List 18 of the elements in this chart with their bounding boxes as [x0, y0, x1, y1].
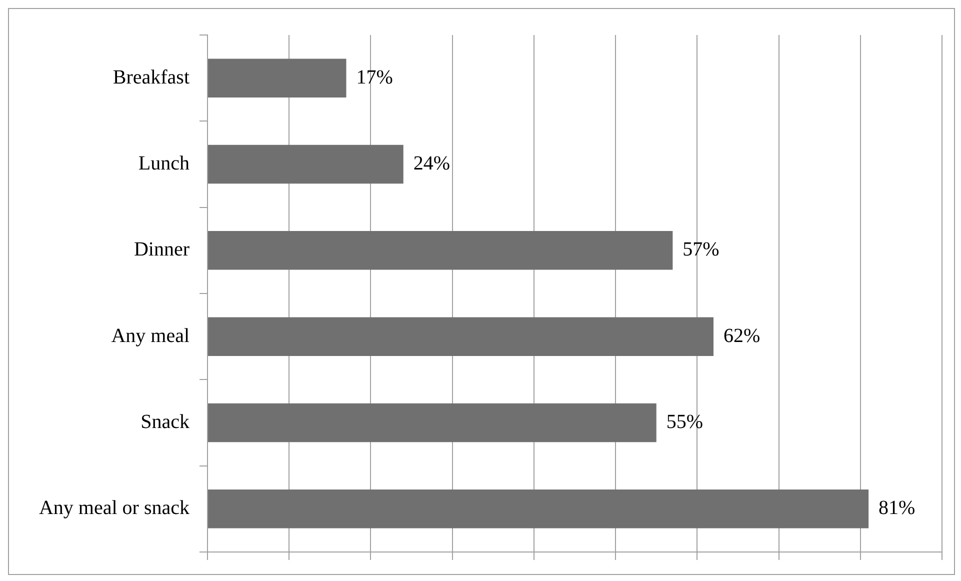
- bar: [208, 490, 869, 528]
- y-tick-label: Breakfast: [112, 66, 190, 88]
- bar: [208, 317, 714, 356]
- y-tick-label: Any meal: [111, 324, 190, 347]
- data-label: 24%: [413, 152, 450, 174]
- bar: [208, 144, 404, 184]
- y-tick-label: Lunch: [138, 152, 190, 174]
- y-tick-label: Any meal or snack: [38, 497, 190, 520]
- data-label: 81%: [878, 497, 916, 520]
- data-label: 57%: [682, 238, 720, 261]
- bar: [208, 231, 673, 270]
- bar: [208, 58, 346, 98]
- data-label: 55%: [666, 411, 704, 433]
- y-tick-label: Dinner: [134, 238, 190, 261]
- bar: [208, 403, 656, 442]
- data-label: 62%: [723, 324, 760, 347]
- data-label: 17%: [356, 66, 393, 88]
- y-tick-label: Snack: [140, 411, 190, 433]
